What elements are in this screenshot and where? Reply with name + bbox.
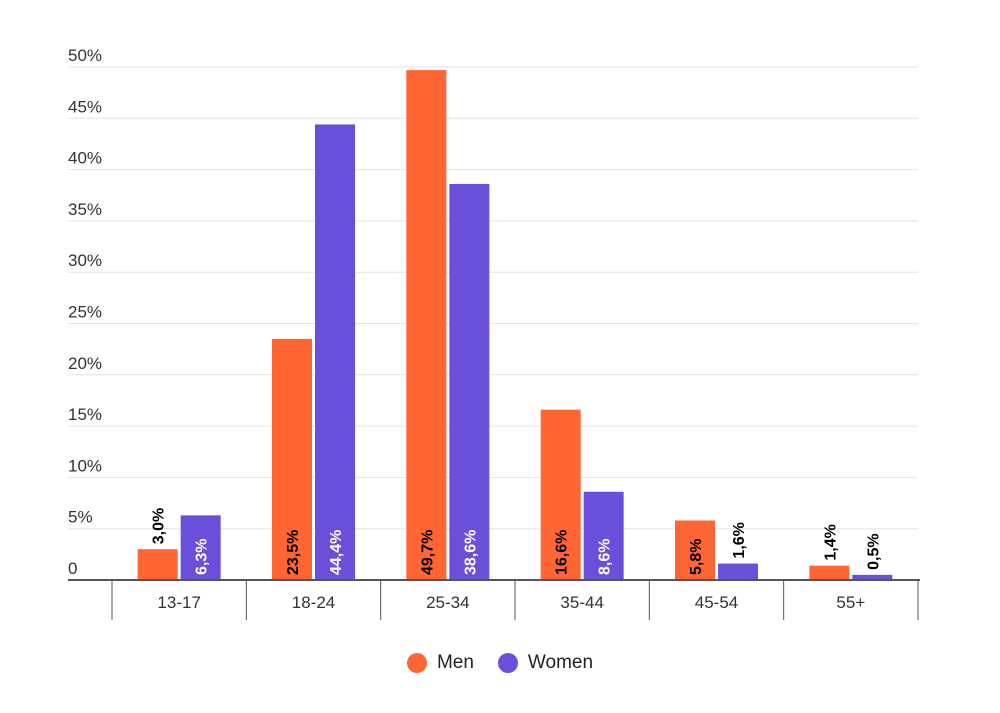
data-label-women: 38,6% — [462, 530, 479, 575]
data-label-women: 1,6% — [731, 522, 748, 558]
bar-women — [449, 183, 490, 581]
data-label-men: 49,7% — [419, 530, 436, 575]
data-label-men: 1,4% — [822, 524, 839, 560]
data-label-women: 0,5% — [865, 533, 882, 569]
data-label-women: 6,3% — [194, 539, 211, 575]
x-tick-label: 35-44 — [560, 593, 603, 612]
bar-men — [406, 70, 447, 580]
y-tick-label: 5% — [68, 508, 93, 527]
bar-men — [137, 549, 178, 580]
bar-men — [809, 565, 850, 580]
x-tick-label: 55+ — [836, 593, 865, 612]
y-tick-label: 40% — [68, 149, 102, 168]
data-label-men: 23,5% — [285, 530, 302, 575]
legend-label-men: Men — [436, 652, 474, 673]
y-tick-label: 50% — [68, 46, 102, 65]
bar-women — [315, 124, 355, 581]
bar-women — [852, 574, 893, 580]
data-label-men: 16,6% — [554, 530, 571, 575]
bar-men — [272, 338, 312, 580]
legend-item-women: Women — [497, 652, 594, 674]
bar-women — [718, 563, 758, 580]
bar-women — [583, 491, 624, 580]
legend-swatch-women — [497, 653, 518, 673]
x-tick-label: 18-24 — [292, 593, 335, 612]
bar-men — [675, 520, 715, 580]
y-tick-label: 35% — [68, 200, 102, 219]
bar-chart: 0 5% 10% 15% 20% 25% 30% 35% 40% 45% 50% 13-17 18-24… — [68, 46, 920, 620]
y-tick-label: 0 — [68, 559, 77, 578]
y-tick-label: 10% — [68, 456, 102, 475]
y-tick-label: 20% — [68, 354, 102, 373]
x-tick-label: 45-54 — [695, 593, 738, 612]
bar-women — [180, 515, 221, 580]
legend: Men Women — [0, 652, 1000, 674]
data-label-men: 3,0% — [151, 508, 168, 544]
x-tick-label: 13-17 — [157, 593, 200, 612]
y-tick-label: 30% — [68, 251, 102, 270]
data-label-women: 44,4% — [328, 530, 345, 575]
legend-label-women: Women — [527, 652, 594, 673]
y-tick-label: 15% — [68, 405, 102, 424]
legend-swatch-men — [406, 653, 427, 673]
bar-men — [540, 409, 581, 580]
data-label-men: 5,8% — [688, 539, 705, 575]
legend-item-men: Men — [406, 652, 474, 674]
y-tick-label: 25% — [68, 303, 102, 322]
data-label-women: 8,6% — [597, 539, 614, 575]
x-tick-label: 25-34 — [426, 593, 469, 612]
y-tick-label: 45% — [68, 97, 102, 116]
